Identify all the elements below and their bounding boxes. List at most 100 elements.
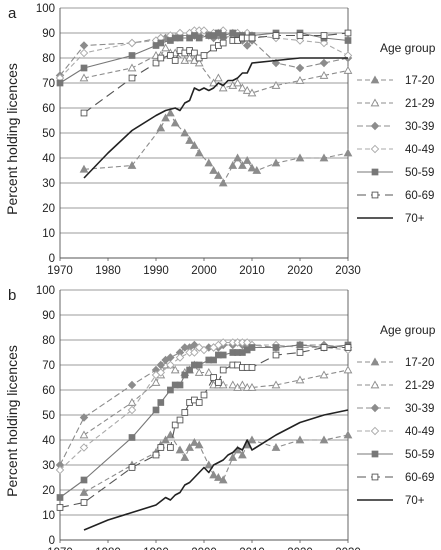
series-line: [59, 341, 349, 471]
y-tick-label: 0: [49, 535, 55, 547]
legend-swatch-marker: [370, 380, 380, 389]
data-point: [247, 163, 257, 172]
data-point: [271, 158, 281, 167]
x-tick-label: 1980: [95, 265, 121, 277]
data-point: [191, 49, 198, 57]
legend-entry: 50-59: [405, 449, 434, 461]
data-point: [295, 63, 305, 73]
data-point: [296, 341, 304, 349]
panel-label: b: [8, 287, 16, 304]
series-17-20: [79, 108, 353, 187]
y-tick-label: 90: [42, 310, 55, 322]
data-point: [195, 361, 203, 369]
data-point: [242, 155, 252, 164]
legend-entry: 30-39: [405, 403, 434, 415]
data-point: [194, 440, 204, 449]
data-point: [214, 472, 223, 481]
series-21-29: [79, 43, 353, 97]
x-tick-label: 2010: [239, 265, 265, 277]
data-point: [228, 452, 238, 461]
data-point: [295, 435, 305, 444]
legend-swatch-marker: [370, 357, 380, 366]
series-line: [59, 29, 349, 79]
data-point: [219, 32, 227, 39]
legend-title: Age group: [380, 41, 436, 55]
data-point: [204, 367, 214, 376]
data-point: [199, 345, 209, 355]
data-point: [247, 382, 257, 391]
data-point: [80, 109, 88, 117]
data-point: [128, 434, 136, 441]
x-tick-label: 1970: [47, 265, 73, 277]
data-point: [161, 435, 170, 444]
legend-entry: 50-59: [405, 167, 434, 179]
data-point: [209, 78, 218, 87]
legend-swatch-marker: [371, 191, 379, 199]
data-point: [80, 499, 88, 506]
legend-entry: 70+: [405, 213, 425, 225]
data-point: [194, 58, 204, 67]
data-point: [248, 364, 256, 371]
legend-entry: 40-49: [405, 144, 434, 156]
data-point: [127, 38, 137, 48]
data-point: [319, 70, 329, 79]
y-tick-label: 40: [42, 153, 55, 165]
data-point: [156, 123, 166, 132]
data-point: [157, 54, 165, 62]
x-tick-label: 2030: [335, 547, 361, 550]
data-point: [320, 344, 328, 351]
data-point: [171, 421, 179, 429]
legend-entry: 60-69: [405, 472, 434, 484]
data-point: [233, 78, 242, 87]
data-point: [79, 413, 89, 422]
data-point: [171, 57, 179, 64]
data-point: [56, 504, 64, 511]
data-point: [79, 48, 89, 58]
legend-swatch-marker: [371, 450, 379, 458]
data-point: [343, 65, 353, 74]
data-point: [55, 465, 65, 475]
data-point: [271, 442, 281, 451]
legend: Age group 17-20 21-29 30-39 40-49 50-59 60-69 7…: [357, 41, 436, 225]
legend-entry: 21-29: [405, 98, 434, 110]
series-line: [83, 409, 349, 531]
x-tick-label: 2000: [191, 265, 217, 277]
data-point: [248, 344, 256, 351]
data-point: [344, 344, 352, 351]
data-point: [248, 34, 256, 42]
data-point: [247, 88, 257, 97]
data-point: [161, 113, 170, 122]
y-axis-title: Percent holding licences: [4, 63, 20, 215]
data-point: [79, 164, 89, 173]
legend-swatch-marker: [371, 473, 379, 481]
data-point: [128, 52, 136, 59]
data-point: [238, 380, 247, 389]
data-point: [295, 375, 305, 384]
panel-label: a: [8, 5, 17, 22]
legend-entry: 17-20: [405, 357, 434, 369]
data-point: [152, 451, 160, 459]
data-point: [343, 148, 353, 157]
data-point: [186, 366, 193, 374]
data-point: [185, 53, 194, 62]
data-point: [343, 430, 353, 439]
data-point: [79, 430, 89, 439]
data-point: [127, 63, 137, 72]
legend-swatch-marker: [371, 168, 379, 176]
x-tick-label: 1980: [95, 547, 121, 550]
data-point: [247, 435, 257, 444]
series-line: [59, 341, 349, 466]
x-tick-label: 1990: [143, 265, 169, 277]
data-point: [190, 348, 199, 357]
legend-entry: 70+: [405, 495, 425, 507]
data-point: [79, 73, 89, 82]
data-point: [181, 409, 189, 416]
data-point: [176, 381, 184, 389]
data-point: [238, 450, 247, 459]
data-point: [80, 476, 88, 484]
data-point: [238, 160, 247, 169]
data-point: [296, 349, 304, 356]
data-point: [218, 475, 228, 484]
legend-entry: 21-29: [405, 380, 434, 392]
y-tick-label: 100: [36, 3, 55, 15]
